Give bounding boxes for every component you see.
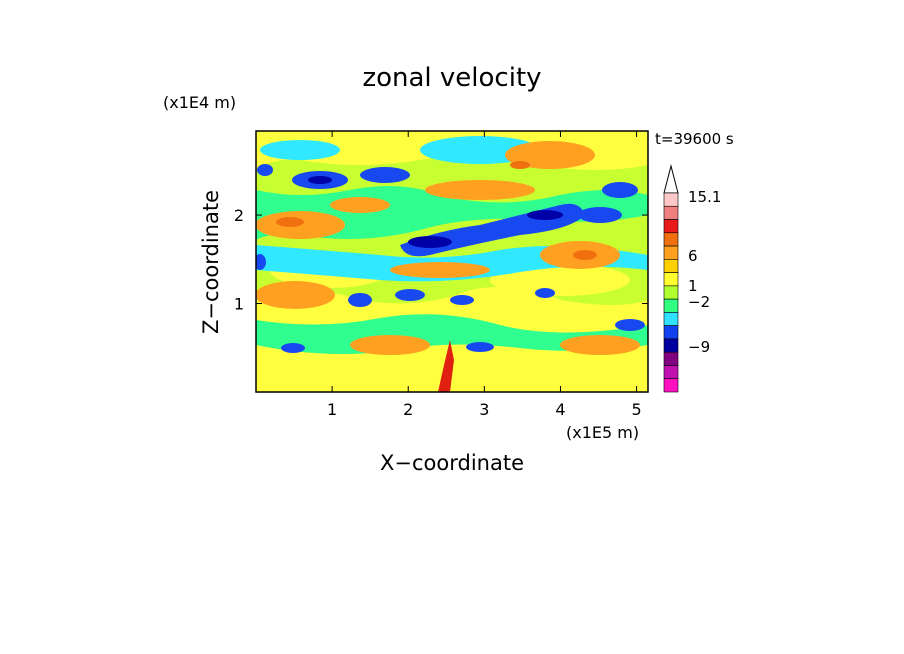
chart-title: zonal velocity bbox=[362, 63, 541, 93]
colorbar-swatch bbox=[663, 378, 679, 393]
contour-region bbox=[578, 207, 622, 223]
contour-region bbox=[350, 335, 430, 355]
colorbar-swatch bbox=[663, 351, 679, 366]
contour-region bbox=[490, 264, 630, 296]
colorbar-swatch bbox=[663, 232, 679, 247]
x-tick-label: 4 bbox=[555, 400, 565, 419]
plot-frame bbox=[255, 130, 649, 393]
x-tick-label: 2 bbox=[403, 400, 413, 419]
contour-region bbox=[535, 288, 555, 298]
y-unit-label: (x1E4 m) bbox=[163, 93, 236, 112]
time-label: t=39600 s bbox=[655, 130, 734, 148]
contour-region bbox=[390, 262, 490, 278]
colorbar-swatch bbox=[663, 245, 679, 260]
colorbar: 15.1 6 1−2 −9 bbox=[663, 164, 721, 393]
x-tick-label: 3 bbox=[479, 400, 489, 419]
contour-region bbox=[560, 335, 640, 355]
colorbar-swatch bbox=[663, 259, 679, 273]
x-unit-label: (x1E5 m) bbox=[566, 423, 639, 442]
x-tick-label: 5 bbox=[631, 400, 641, 419]
contour-region bbox=[438, 340, 454, 392]
contour-region bbox=[602, 182, 638, 198]
contour-region bbox=[308, 176, 332, 184]
contour-field bbox=[256, 131, 648, 392]
contour-region bbox=[527, 210, 563, 220]
y-tick-label: 1 bbox=[234, 295, 244, 314]
colorbar-label: −2 bbox=[688, 293, 710, 311]
colorbar-swatch bbox=[663, 298, 679, 313]
contour-region bbox=[408, 236, 452, 248]
contour-region bbox=[330, 197, 390, 213]
colorbar-swatch bbox=[663, 272, 679, 287]
y-axis-label: Z−coordinate bbox=[199, 190, 223, 334]
contour-region bbox=[573, 250, 597, 260]
colorbar-label: −9 bbox=[688, 338, 710, 356]
contour-region bbox=[281, 343, 305, 353]
x-axis: 1 2 3 4 5 bbox=[327, 131, 642, 419]
contour-region bbox=[615, 319, 645, 331]
colorbar-swatch bbox=[663, 205, 679, 220]
colorbar-label: 6 bbox=[688, 247, 698, 265]
colorbar-extend-arrow bbox=[663, 164, 679, 194]
colorbar-label: 15.1 bbox=[688, 188, 721, 206]
colorbar-swatch bbox=[663, 219, 679, 234]
colorbar-swatch bbox=[663, 338, 679, 353]
contour-region bbox=[505, 141, 595, 169]
colorbar-swatch bbox=[663, 365, 679, 380]
contour-region bbox=[466, 342, 494, 352]
x-tick-label: 1 bbox=[327, 400, 337, 419]
contour-region bbox=[257, 164, 273, 176]
colorbar-swatch bbox=[663, 325, 679, 340]
contour-region bbox=[360, 167, 410, 183]
x-axis-label: X−coordinate bbox=[380, 451, 524, 475]
contour-region bbox=[510, 161, 530, 169]
contour-region bbox=[260, 140, 340, 160]
y-axis: 12 bbox=[234, 206, 648, 314]
contour-region bbox=[256, 254, 266, 270]
y-tick-label: 2 bbox=[234, 206, 244, 225]
contour-region bbox=[348, 293, 372, 307]
colorbar-swatch bbox=[663, 192, 679, 207]
contour-region bbox=[256, 281, 335, 309]
contour-region bbox=[450, 295, 474, 305]
contour-region bbox=[425, 180, 535, 200]
colorbar-label: 1 bbox=[688, 277, 698, 295]
contour-region bbox=[395, 289, 425, 301]
contour-region bbox=[276, 217, 304, 227]
colorbar-swatch bbox=[663, 285, 679, 300]
colorbar-swatch bbox=[663, 312, 679, 326]
